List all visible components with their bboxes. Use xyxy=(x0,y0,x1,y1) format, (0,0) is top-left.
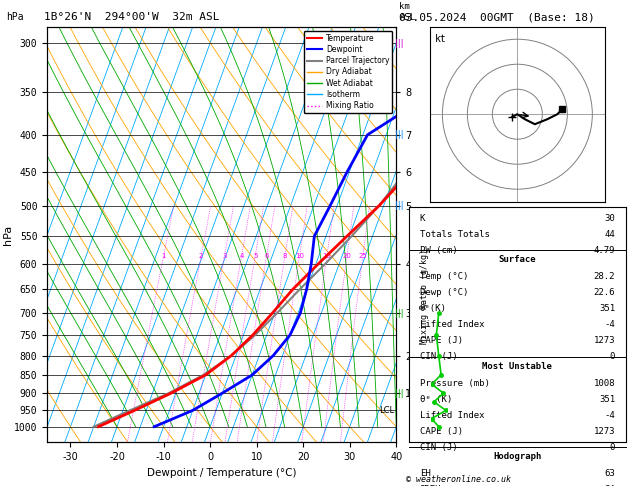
Text: © weatheronline.co.uk: © weatheronline.co.uk xyxy=(406,474,511,484)
Y-axis label: hPa: hPa xyxy=(3,225,13,244)
Text: |||: ||| xyxy=(395,309,404,317)
Text: -4: -4 xyxy=(604,320,615,329)
Text: 84: 84 xyxy=(604,485,615,486)
Text: |||: ||| xyxy=(395,389,404,398)
Text: θᵉ (K): θᵉ (K) xyxy=(420,395,452,404)
Text: Lifted Index: Lifted Index xyxy=(420,320,484,329)
Text: K: K xyxy=(420,214,425,223)
Text: 8: 8 xyxy=(282,253,287,259)
Legend: Temperature, Dewpoint, Parcel Trajectory, Dry Adiabat, Wet Adiabat, Isotherm, Mi: Temperature, Dewpoint, Parcel Trajectory… xyxy=(304,31,392,113)
Text: 25: 25 xyxy=(359,253,367,259)
Text: -4: -4 xyxy=(604,411,615,420)
Text: CAPE (J): CAPE (J) xyxy=(420,427,463,436)
Text: CIN (J): CIN (J) xyxy=(420,352,457,361)
Text: LCL: LCL xyxy=(379,406,394,415)
Text: 351: 351 xyxy=(599,304,615,313)
X-axis label: Dewpoint / Temperature (°C): Dewpoint / Temperature (°C) xyxy=(147,468,296,478)
Text: 10: 10 xyxy=(295,253,304,259)
Text: Totals Totals: Totals Totals xyxy=(420,230,489,239)
Text: 6: 6 xyxy=(264,253,269,259)
Text: |||: ||| xyxy=(395,130,404,139)
Text: Pressure (mb): Pressure (mb) xyxy=(420,379,489,388)
Text: EH: EH xyxy=(420,469,430,478)
Text: Most Unstable: Most Unstable xyxy=(482,362,552,371)
Text: 1008: 1008 xyxy=(594,379,615,388)
Text: 03.05.2024  00GMT  (Base: 18): 03.05.2024 00GMT (Base: 18) xyxy=(399,12,595,22)
Text: 1273: 1273 xyxy=(594,427,615,436)
Text: 63: 63 xyxy=(604,469,615,478)
Text: 2: 2 xyxy=(199,253,203,259)
Text: PW (cm): PW (cm) xyxy=(420,246,457,255)
Text: CIN (J): CIN (J) xyxy=(420,443,457,451)
Text: |||: ||| xyxy=(395,38,404,48)
Text: Temp (°C): Temp (°C) xyxy=(420,272,468,281)
Text: 4: 4 xyxy=(240,253,243,259)
Text: 1B°26'N  294°00'W  32m ASL: 1B°26'N 294°00'W 32m ASL xyxy=(44,12,220,22)
Text: CAPE (J): CAPE (J) xyxy=(420,336,463,345)
Text: 15: 15 xyxy=(323,253,331,259)
Text: 351: 351 xyxy=(599,395,615,404)
Text: 4.79: 4.79 xyxy=(594,246,615,255)
Text: km
ASL: km ASL xyxy=(399,2,416,22)
Text: 0: 0 xyxy=(610,352,615,361)
Text: 30: 30 xyxy=(604,214,615,223)
Text: Dewp (°C): Dewp (°C) xyxy=(420,288,468,297)
Text: kt: kt xyxy=(435,34,447,44)
Text: 3: 3 xyxy=(222,253,226,259)
Text: 5: 5 xyxy=(253,253,257,259)
Text: 20: 20 xyxy=(343,253,352,259)
Text: Mixing Ratio (g/kg): Mixing Ratio (g/kg) xyxy=(420,249,429,344)
Text: 1: 1 xyxy=(161,253,166,259)
Text: SREH: SREH xyxy=(420,485,441,486)
Text: Hodograph: Hodograph xyxy=(493,452,542,461)
Text: Lifted Index: Lifted Index xyxy=(420,411,484,420)
Text: 28.2: 28.2 xyxy=(594,272,615,281)
Text: hPa: hPa xyxy=(6,12,24,22)
Text: 22.6: 22.6 xyxy=(594,288,615,297)
Text: 1273: 1273 xyxy=(594,336,615,345)
Text: θᵉ(K): θᵉ(K) xyxy=(420,304,447,313)
Text: |||: ||| xyxy=(395,201,404,210)
Text: 44: 44 xyxy=(604,230,615,239)
Text: Surface: Surface xyxy=(499,255,536,264)
Text: 0: 0 xyxy=(610,443,615,451)
